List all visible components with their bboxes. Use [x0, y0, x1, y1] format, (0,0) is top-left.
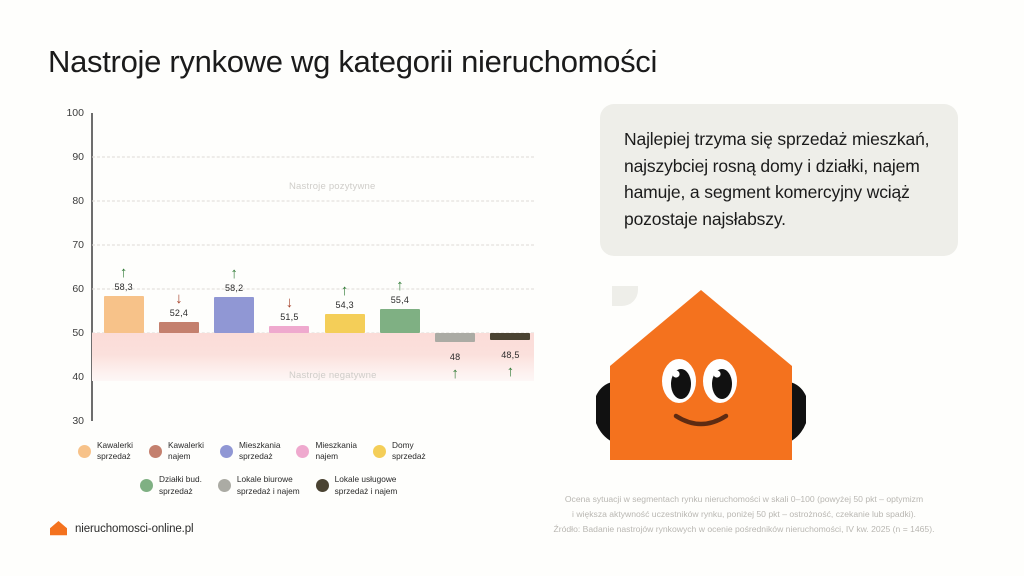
speech-bubble-text: Najlepiej trzyma się sprzedaż mieszkań, …: [624, 129, 930, 229]
mascot-right-glint: [713, 370, 721, 378]
page-title: Nastroje rynkowe wg kategorii nieruchomo…: [48, 44, 658, 79]
logo-text: nieruchomosci-online.pl: [75, 522, 194, 535]
trend-arrow-up: ↑: [119, 264, 128, 282]
brand-logo[interactable]: nieruchomosci-online.pl: [50, 521, 194, 536]
speech-bubble: Najlepiej trzyma się sprzedaż mieszkań, …: [600, 104, 958, 257]
legend-item-label: Kawalerki najem: [167, 440, 204, 462]
y-tick-70: 70: [72, 239, 84, 251]
bar-value-label: 58,3: [114, 282, 133, 293]
bar-value-label: 51,5: [280, 312, 299, 323]
trend-arrow-up: ↑: [451, 364, 459, 382]
house-logo-icon: [50, 521, 67, 536]
bar: [435, 333, 476, 342]
bar-value-label: 54,3: [335, 300, 354, 311]
bar-value-label: 52,4: [169, 308, 189, 319]
bar: [103, 296, 144, 333]
legend-color-swatch: [140, 479, 153, 493]
bar: [490, 333, 531, 340]
bar: [269, 326, 310, 333]
y-tick-90: 90: [72, 151, 84, 163]
legend-item[interactable]: Kawalerki najem: [148, 440, 204, 462]
legend-item[interactable]: Domy sprzedaż: [372, 440, 426, 462]
mascot-body: [610, 290, 792, 460]
trend-arrow-down: ↓: [285, 294, 294, 312]
legend-color-swatch: [217, 479, 231, 493]
y-tick-80: 80: [72, 195, 84, 207]
legend-color-swatch: [315, 479, 329, 493]
y-tick-60: 60: [72, 283, 84, 295]
legend-item-label: Domy sprzedaż: [391, 440, 426, 462]
footnote-line-3: Źródło: Badanie nastrojów rynkowych w oc…: [553, 523, 935, 534]
legend-color-swatch: [296, 444, 310, 458]
y-tick-100: 100: [66, 107, 84, 119]
bar: [214, 296, 255, 333]
trend-arrow-up: ↑: [396, 277, 404, 295]
legend-item[interactable]: Mieszkania sprzedaż: [219, 440, 281, 462]
legend-item[interactable]: Kawalerki sprzedaż: [78, 440, 133, 462]
legend-item[interactable]: Lokale biurowe sprzedaż i najem: [217, 474, 300, 496]
bar-value-label: 55,4: [390, 295, 410, 306]
legend-color-swatch: [372, 444, 386, 458]
bar: [158, 322, 199, 333]
speech-bubble-tail: [612, 286, 638, 306]
chart-legend: Kawalerki sprzedaż Kawalerki najem Mieszka…: [60, 440, 530, 497]
legend-item[interactable]: Lokale usługowe sprzedaż i najem: [315, 474, 398, 496]
mascot-left-glint: [672, 370, 680, 378]
legend-color-swatch: [148, 444, 162, 458]
footnote-line-2: i większa aktywność uczestników rynku, p…: [572, 508, 916, 519]
legend-item-label: Mieszkania sprzedaż: [238, 440, 281, 462]
footnote-line-1: Ocena sytuacji w segmentach rynku nieruc…: [564, 494, 924, 504]
trend-arrow-up: ↑: [340, 282, 349, 300]
gridline-60: [92, 288, 534, 290]
trend-arrow-up: ↑: [230, 264, 238, 282]
bar-value-label: 48,5: [501, 349, 520, 360]
legend-item-label: Kawalerki sprzedaż: [97, 440, 133, 462]
legend-color-swatch: [219, 444, 233, 458]
trend-arrow-up: ↑: [506, 362, 515, 380]
legend-item-label: Mieszkania najem: [315, 440, 357, 462]
y-axis-line: [91, 113, 93, 421]
legend-row: Kawalerki sprzedaż Kawalerki najem Mieszka…: [60, 440, 530, 462]
y-tick-50: 50: [72, 327, 84, 339]
mascot-smile: [673, 413, 729, 427]
legend-item-label: Działki bud. sprzedaż: [159, 474, 202, 496]
legend-color-swatch: [78, 444, 91, 458]
bar-value-label: 58,2: [224, 282, 244, 293]
gridline-80: [92, 200, 534, 202]
bar: [379, 309, 420, 333]
positive-zone-label: Nastroje pozytywne: [289, 181, 376, 193]
y-tick-40: 40: [72, 371, 84, 383]
trend-arrow-down: ↓: [175, 290, 183, 308]
bar-value-label: 48: [449, 351, 461, 362]
gridline-70: [92, 244, 534, 246]
y-tick-30: 30: [72, 415, 84, 427]
footnote: Ocena sytuacji w segmentach rynku nieruc…: [494, 492, 994, 536]
legend-item-label: Lokale biurowe sprzedaż i najem: [236, 474, 300, 496]
legend-row: Działki bud. sprzedaż Lokale biurowe sprz…: [60, 474, 530, 496]
bar: [324, 314, 365, 333]
legend-item-label: Lokale usługowe sprzedaż i najem: [334, 474, 398, 496]
house-mascot: [593, 288, 809, 464]
legend-item[interactable]: Mieszkania najem: [296, 440, 357, 462]
negative-zone-label: Nastroje negatywne: [289, 370, 377, 382]
bar-chart: 100 90 80 70 60 50 40 30 Nastroje pozytywne Nas…: [44, 106, 534, 431]
legend-item[interactable]: Działki bud. sprzedaż: [140, 474, 202, 496]
gridline-90: [92, 156, 534, 158]
